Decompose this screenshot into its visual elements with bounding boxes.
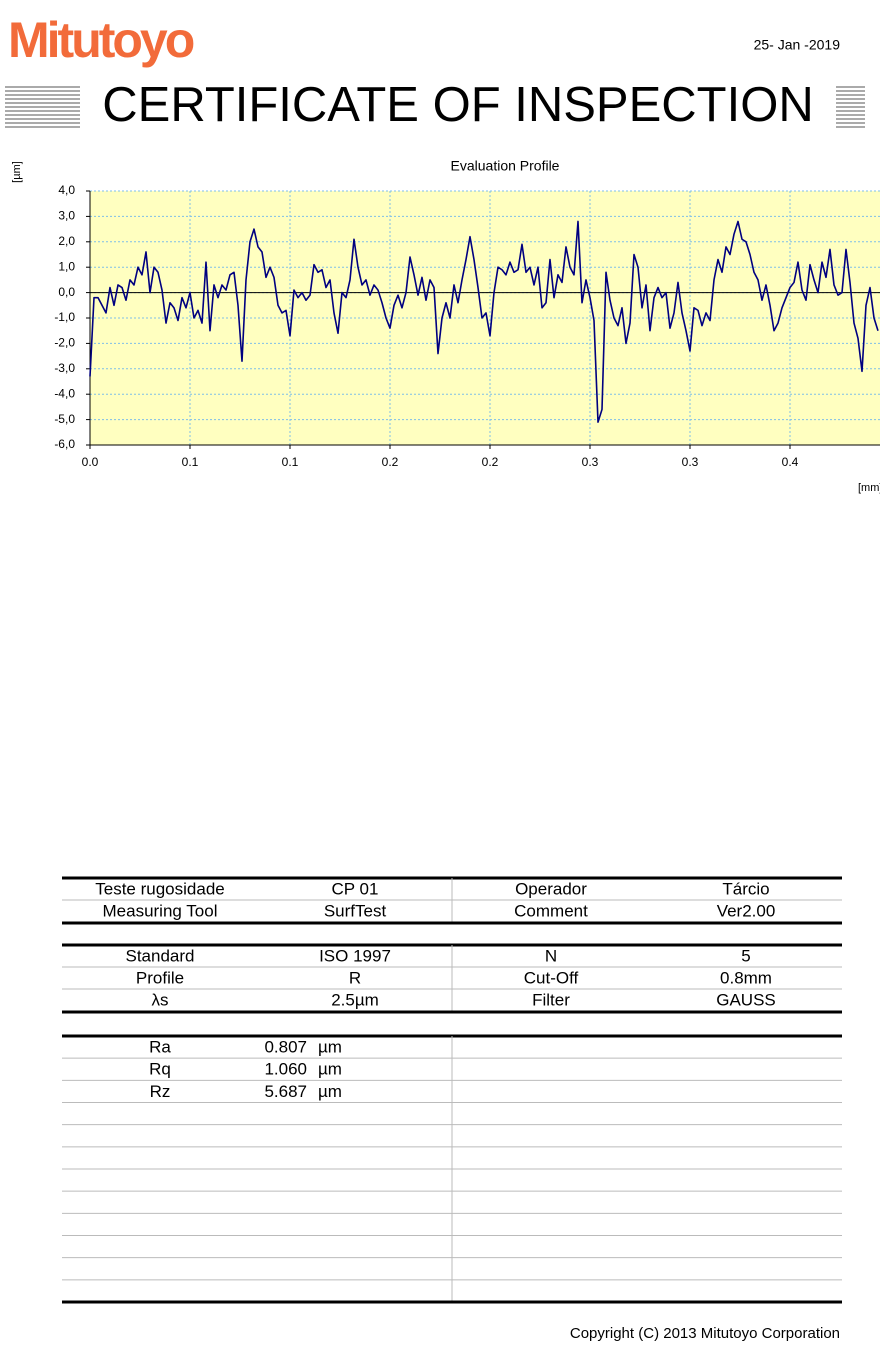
date: 25- Jan -2019 bbox=[754, 37, 841, 53]
y-tick-label: 1,0 bbox=[58, 259, 75, 273]
y-tick-label: -4,0 bbox=[54, 386, 75, 400]
title-backdrop bbox=[80, 86, 836, 130]
x-tick-label: 0.3 bbox=[682, 455, 699, 469]
y-tick-label: -1,0 bbox=[54, 310, 75, 324]
chart-title: Evaluation Profile bbox=[451, 158, 560, 174]
x-tick-label: 0.1 bbox=[282, 455, 299, 469]
y-tick-label: 0,0 bbox=[58, 285, 75, 299]
table-cell: ISO 1997 bbox=[319, 946, 391, 965]
x-tick-label: 0.4 bbox=[782, 455, 799, 469]
table-cell: λs bbox=[152, 990, 169, 1009]
table-cell: R bbox=[349, 968, 361, 987]
table-cell: Cut-Off bbox=[524, 968, 579, 987]
table-cell: 2.5µm bbox=[331, 990, 379, 1009]
y-tick-label: -6,0 bbox=[54, 437, 75, 451]
table-cell: Standard bbox=[126, 946, 195, 965]
profile-line bbox=[89, 220, 879, 423]
table-cell: Filter bbox=[532, 990, 570, 1009]
result-name: Rz bbox=[150, 1082, 171, 1101]
document-title: CERTIFICATE OF INSPECTION bbox=[102, 78, 813, 132]
table-cell: GAUSS bbox=[716, 990, 776, 1009]
table-cell: Ver2.00 bbox=[717, 901, 776, 920]
result-unit: µm bbox=[318, 1082, 342, 1101]
result-unit: µm bbox=[318, 1060, 342, 1079]
y-tick-label: -5,0 bbox=[54, 412, 75, 426]
table-cell: Profile bbox=[136, 968, 184, 987]
table-cell: Tárcio bbox=[722, 879, 769, 898]
table-cell: 0.8mm bbox=[720, 968, 772, 987]
x-tick-label: 0.3 bbox=[582, 455, 599, 469]
table-cell: Measuring Tool bbox=[103, 901, 218, 920]
table-cell: Operador bbox=[515, 879, 587, 898]
y-tick-label: 2,0 bbox=[58, 234, 75, 248]
x-tick-label: 0.2 bbox=[482, 455, 499, 469]
x-tick-label: 0.0 bbox=[82, 455, 99, 469]
result-name: Ra bbox=[149, 1038, 171, 1057]
y-tick-label: 3,0 bbox=[58, 209, 75, 223]
result-value: 0.807 bbox=[264, 1038, 307, 1057]
table-cell: Teste rugosidade bbox=[95, 879, 224, 898]
result-unit: µm bbox=[318, 1038, 342, 1057]
y-tick-label: -3,0 bbox=[54, 361, 75, 375]
table-cell: 5 bbox=[741, 946, 750, 965]
plot-area bbox=[90, 191, 880, 445]
result-value: 1.060 bbox=[264, 1060, 307, 1079]
table-cell: SurfTest bbox=[324, 901, 387, 920]
table-cell: N bbox=[545, 946, 557, 965]
table-cell: CP 01 bbox=[332, 879, 379, 898]
y-axis-label: [µm] bbox=[11, 161, 23, 183]
result-value: 5.687 bbox=[264, 1082, 307, 1101]
table-cell: Comment bbox=[514, 901, 588, 920]
x-tick-label: 0.1 bbox=[182, 455, 199, 469]
x-axis-label: [mm] bbox=[858, 482, 880, 494]
x-tick-label: 0.2 bbox=[382, 455, 399, 469]
copyright: Copyright (C) 2013 Mitutoyo Corporation bbox=[570, 1325, 840, 1342]
y-tick-label: -2,0 bbox=[54, 336, 75, 350]
logo: Mitutoyo bbox=[8, 12, 194, 68]
result-name: Rq bbox=[149, 1060, 171, 1079]
y-tick-label: 4,0 bbox=[58, 183, 75, 197]
